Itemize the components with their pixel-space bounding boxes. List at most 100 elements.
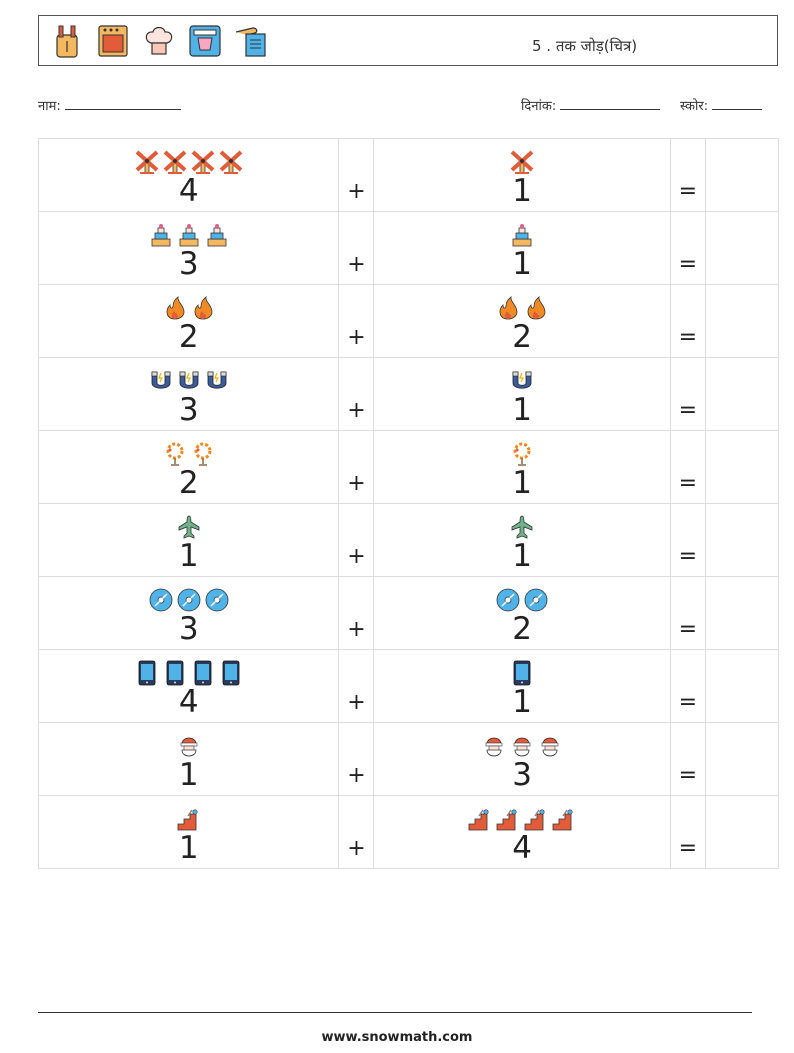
left-addend-cell: 3 (37, 211, 340, 285)
name-blank[interactable] (64, 97, 181, 110)
equals-sign: = (678, 617, 698, 642)
plus-sign: + (347, 690, 366, 715)
answer-cell[interactable] (704, 211, 780, 285)
problem-row: 2 +2 = (37, 284, 780, 358)
phone-icon (138, 660, 156, 686)
right-addend-number: 1 (512, 465, 532, 501)
cake-icon (179, 224, 199, 247)
fire-icon (499, 295, 518, 320)
windmill-icon (135, 150, 159, 174)
date-label: दिनांक: (521, 99, 557, 114)
equals-cell: = (669, 503, 706, 577)
right-picture-group (374, 660, 669, 688)
disc-icon (205, 588, 229, 612)
cake-icon (512, 224, 532, 247)
answer-cell[interactable] (704, 357, 780, 431)
equals-cell: = (669, 795, 706, 869)
wreath-icon (513, 442, 531, 466)
date-blank[interactable] (560, 97, 661, 110)
plus-cell: + (338, 722, 375, 796)
disc-icon (496, 588, 520, 612)
plus-sign: + (347, 398, 366, 423)
right-addend-cell: 1 (373, 430, 671, 504)
equals-cell: = (669, 357, 706, 431)
equals-cell: = (669, 430, 706, 504)
chef-hat-icon (145, 26, 173, 55)
header-icons (49, 23, 269, 59)
cake-icon (207, 224, 227, 247)
left-addend-number: 1 (178, 830, 199, 866)
date-field: दिनांक: (521, 96, 661, 114)
left-picture-group (39, 368, 338, 396)
fire-icon (194, 295, 213, 320)
plane-icon (178, 515, 200, 539)
plus-sign: + (347, 617, 366, 642)
right-addend-cell: 1 (373, 211, 671, 285)
left-picture-group (39, 222, 338, 250)
left-picture-group (39, 441, 338, 469)
score-field: स्कोर: (680, 96, 763, 114)
magnet-icon (207, 371, 227, 389)
phone-icon (513, 660, 531, 686)
recipe-book-icon (235, 27, 266, 57)
magnet-icon (512, 371, 532, 389)
right-picture-group (374, 806, 669, 834)
addition-grid: 4 +1 = 3 +1 = 2 +2 = 3 +1 = 2 +1 = 1 +1 = 3 +2 = 4 +1 = 1 +3 = 1 +4 = (37, 138, 780, 869)
phone-icon (166, 660, 184, 686)
answer-cell[interactable] (704, 576, 780, 650)
santa-icon (180, 737, 197, 757)
footer-url: www.snowmath.com (321, 1030, 473, 1045)
plus-cell: + (338, 138, 375, 212)
answer-cell[interactable] (704, 284, 780, 358)
problem-row: 4 +1 = (37, 138, 780, 212)
problem-row: 1 +4 = (37, 795, 780, 869)
equals-cell: = (669, 722, 706, 796)
answer-cell[interactable] (704, 430, 780, 504)
plus-cell: + (338, 211, 375, 285)
right-addend-number: 1 (512, 538, 532, 574)
left-addend-cell: 2 (37, 284, 340, 358)
stairs-icon (468, 809, 489, 831)
left-addend-cell: 3 (37, 576, 340, 650)
left-addend-number: 4 (178, 173, 199, 209)
blender-icon (189, 25, 221, 57)
equals-cell: = (669, 211, 706, 285)
plane-icon (511, 515, 533, 539)
windmill-icon (191, 150, 215, 174)
santa-icon (513, 737, 531, 757)
fire-icon (166, 295, 185, 320)
right-addend-cell: 2 (373, 576, 671, 650)
equals-cell: = (669, 649, 706, 723)
equals-sign: = (678, 544, 698, 569)
left-addend-number: 3 (178, 246, 199, 282)
plus-cell: + (338, 284, 375, 358)
left-addend-number: 2 (178, 465, 199, 501)
right-picture-group (374, 149, 669, 177)
plus-sign: + (347, 544, 366, 569)
santa-icon (485, 737, 503, 757)
plus-cell: + (338, 649, 375, 723)
plus-sign: + (347, 763, 366, 788)
answer-cell[interactable] (704, 795, 780, 869)
footer-divider (38, 1012, 752, 1013)
left-addend-cell: 1 (37, 795, 340, 869)
stairs-icon (496, 809, 517, 831)
answer-cell[interactable] (704, 649, 780, 723)
phone-icon (222, 660, 240, 686)
equals-cell: = (669, 138, 706, 212)
score-blank[interactable] (712, 97, 763, 110)
disc-icon (524, 588, 548, 612)
answer-cell[interactable] (704, 503, 780, 577)
left-addend-cell: 4 (37, 138, 340, 212)
answer-cell[interactable] (704, 722, 780, 796)
equals-sign: = (678, 836, 698, 861)
worksheet-title: 5 . तक जोड़(चित्र) (532, 37, 638, 55)
magnet-icon (151, 371, 171, 389)
right-picture-group (374, 441, 669, 469)
stairs-icon (524, 809, 545, 831)
right-addend-number: 3 (512, 757, 532, 793)
left-addend-number: 2 (178, 319, 199, 355)
left-addend-cell: 3 (37, 357, 340, 431)
answer-cell[interactable] (704, 138, 780, 212)
right-addend-cell: 1 (373, 138, 671, 212)
